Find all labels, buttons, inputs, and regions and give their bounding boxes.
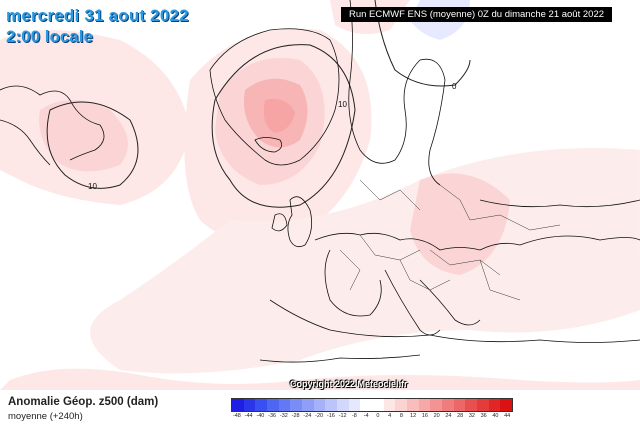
legend-swatch [267,399,279,411]
legend-tick: 20 [433,413,440,419]
legend-tick: 12 [410,413,417,419]
legend-tick: -48 [232,413,241,419]
legend-swatch [313,399,326,411]
anomaly-shading [0,0,640,390]
legend-swatch [453,399,466,411]
legend-swatch [278,399,291,411]
legend-tick: -8 [351,413,357,419]
legend-swatches [231,398,513,412]
contour-lines [46,0,471,208]
legend-tick: -20 [315,413,324,419]
legend-tick: 16 [421,413,428,419]
legend-tick: 4 [388,413,392,419]
legend-tick: 32 [468,413,475,419]
legend-tick: 40 [492,413,499,419]
legend-swatch [395,399,408,411]
legend-tick: 24 [445,413,452,419]
parameter-label: Anomalie Géop. z500 (dam) [8,396,159,408]
legend-tick: -36 [268,413,277,419]
legend-swatch [500,399,513,411]
legend-tick: -24 [303,413,312,419]
legend-swatch [442,399,454,411]
legend-tick: 36 [480,413,487,419]
coastlines [0,0,640,363]
parameter-mean: moyenne (+240h) [8,411,83,422]
color-legend: -48 -44 -40 -36 -32 -28 -24 -20 -16 -12 -8 -4 0 4 8 12 1… [231,398,513,423]
legend-swatch [290,399,303,411]
legend-ticks: -48 -44 -40 -36 -32 -28 -24 -20 -16 -12 -8 -4 0 4 8 12 1… [231,413,513,423]
legend-swatch [302,399,314,411]
legend-swatch [383,399,396,411]
legend-swatch [243,399,256,411]
forecast-time: 2:00 locale [6,27,93,46]
legend-swatch [407,399,419,411]
contour-label-north: 0 [452,82,457,91]
legend-swatch [430,399,443,411]
contour-label-west: 10 [88,182,97,191]
legend-swatch [348,399,361,411]
legend-tick: -44 [244,413,253,419]
legend-swatch [232,399,244,411]
legend-swatch [325,399,338,411]
legend-swatch [488,399,501,411]
legend-swatch [337,399,349,411]
legend-tick: 0 [376,413,380,419]
country-borders [339,179,561,301]
legend-swatch [477,399,489,411]
legend-tick: -16 [326,413,335,419]
legend-swatch [255,399,268,411]
legend-tick: 8 [399,413,403,419]
forecast-date: mercredi 31 aout 2022 [6,6,189,25]
legend-tick: -40 [256,413,265,419]
legend-tick: 44 [504,413,511,419]
legend-tick: -28 [291,413,300,419]
legend-tick: -12 [338,413,347,419]
contour-label-iceland: 10 [338,100,347,109]
legend-tick: -4 [363,413,369,419]
run-info: Run ECMWF ENS (moyenne) 0Z du dimanche 2… [341,7,612,22]
legend-swatch [418,399,431,411]
legend-tick: 28 [457,413,464,419]
geopotential-anomaly-map: 10 10 0 [0,0,640,390]
legend-swatch [465,399,478,411]
legend-swatch [372,399,384,411]
legend-swatch [360,399,373,411]
copyright: Copyright 2022 Meteociel.fr [290,379,408,389]
legend-tick: -32 [279,413,288,419]
